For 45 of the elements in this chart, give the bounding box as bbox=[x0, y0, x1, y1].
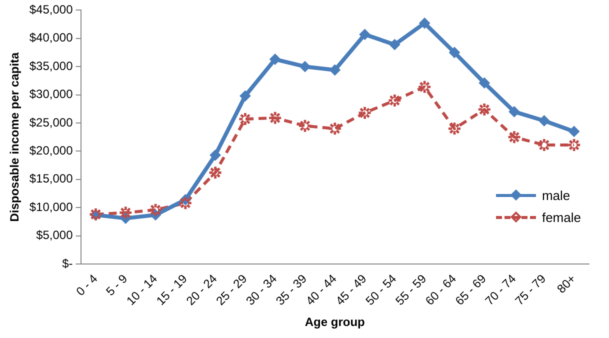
point bbox=[568, 138, 580, 151]
point bbox=[508, 131, 520, 144]
x-axis-title: Age group bbox=[304, 315, 365, 330]
point bbox=[568, 126, 580, 137]
point bbox=[448, 122, 460, 135]
point bbox=[389, 39, 400, 50]
point bbox=[270, 54, 281, 65]
point bbox=[478, 77, 490, 88]
point bbox=[209, 166, 222, 179]
y-tick-label: $40,000 bbox=[29, 30, 74, 45]
y-tick-label: $15,000 bbox=[29, 172, 74, 186]
point bbox=[419, 18, 430, 29]
point bbox=[269, 112, 282, 124]
point bbox=[179, 197, 192, 210]
y-tick-label: $45,000 bbox=[29, 2, 74, 17]
point bbox=[240, 90, 251, 102]
point bbox=[538, 115, 550, 126]
point bbox=[418, 80, 431, 93]
point bbox=[538, 138, 550, 151]
point bbox=[329, 64, 340, 76]
y-tick-label: $10,000 bbox=[29, 200, 74, 214]
y-tick-label: $- bbox=[62, 256, 73, 270]
point bbox=[358, 106, 371, 119]
legend-label: male bbox=[542, 188, 570, 202]
x-tick-label: 80+ bbox=[554, 272, 579, 296]
x-tick-label: 0 - 4 bbox=[73, 271, 100, 299]
point bbox=[298, 120, 311, 132]
point bbox=[150, 204, 162, 216]
y-tick-label: $35,000 bbox=[29, 58, 74, 73]
point bbox=[328, 122, 341, 135]
y-tick-label: $25,000 bbox=[29, 115, 74, 130]
point bbox=[508, 106, 520, 118]
point bbox=[359, 28, 370, 40]
legend-label: female bbox=[542, 210, 581, 224]
point bbox=[239, 113, 252, 126]
y-axis-title: Disposable income per capita bbox=[8, 52, 22, 222]
point bbox=[299, 61, 310, 72]
point bbox=[478, 103, 490, 116]
y-tick-label: $20,000 bbox=[29, 144, 74, 158]
point bbox=[448, 47, 460, 58]
y-tick-label: $30,000 bbox=[29, 87, 74, 102]
point bbox=[388, 94, 401, 106]
point bbox=[120, 206, 132, 219]
point bbox=[210, 150, 221, 161]
y-tick-label: $5,000 bbox=[36, 228, 74, 242]
